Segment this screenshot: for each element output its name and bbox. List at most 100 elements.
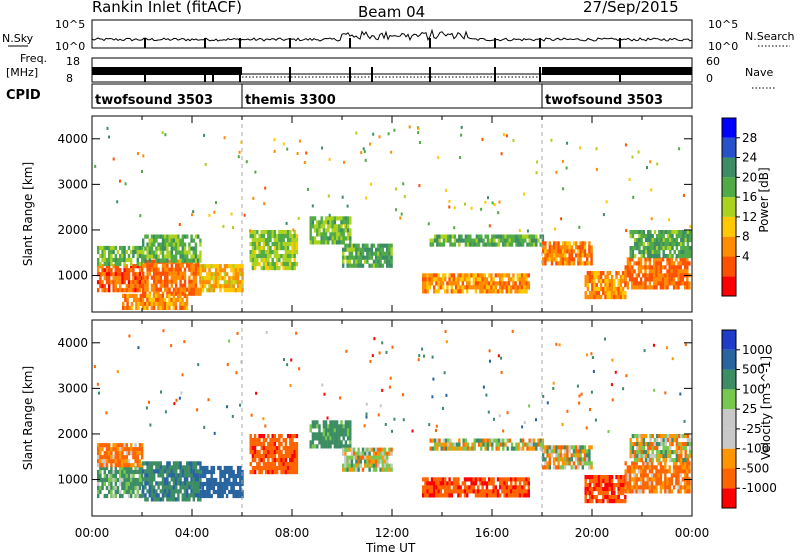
velocity-cell bbox=[610, 483, 614, 488]
velocity-sparse-cell bbox=[671, 357, 674, 361]
velocity-cell bbox=[144, 473, 147, 478]
velocity-cell bbox=[146, 477, 149, 482]
velocity-cell bbox=[671, 434, 674, 439]
power-y-tick-label: 4000 bbox=[57, 132, 88, 146]
velocity-cell bbox=[153, 489, 156, 494]
power-cell bbox=[199, 250, 202, 255]
velocity-cell bbox=[338, 424, 341, 429]
velocity-cell bbox=[134, 447, 137, 452]
power-cell bbox=[159, 279, 162, 284]
velocity-cell bbox=[164, 485, 167, 490]
power-cell bbox=[311, 224, 315, 229]
velocity-cell bbox=[282, 438, 285, 443]
power-cell bbox=[388, 259, 391, 264]
velocity-cell bbox=[591, 479, 594, 484]
power-cell bbox=[575, 245, 578, 250]
velocity-cell bbox=[655, 438, 659, 443]
power-cell bbox=[230, 280, 233, 285]
power-cell bbox=[437, 281, 440, 286]
velocity-sparse-cell bbox=[289, 384, 292, 387]
power-cell bbox=[170, 254, 173, 259]
velocity-cell bbox=[527, 485, 530, 490]
power-cell bbox=[666, 277, 669, 282]
power-cell bbox=[653, 261, 656, 266]
power-cell bbox=[273, 254, 277, 259]
velocity-cell bbox=[683, 465, 687, 470]
velocity-cell bbox=[353, 467, 356, 472]
power-cell bbox=[157, 297, 160, 302]
velocity-cell bbox=[460, 446, 463, 451]
velocity-cell bbox=[650, 473, 654, 478]
power-cell bbox=[644, 238, 648, 243]
velocity-cell bbox=[258, 434, 261, 439]
power-cell bbox=[177, 246, 180, 251]
velocity-cell bbox=[146, 473, 149, 478]
velocity-sparse-cell bbox=[207, 398, 210, 402]
power-cell bbox=[492, 285, 495, 290]
power-cell bbox=[642, 281, 645, 286]
velocity-cell bbox=[479, 493, 482, 498]
power-cell bbox=[119, 288, 122, 293]
power-cell bbox=[199, 258, 202, 263]
power-cell bbox=[134, 284, 137, 289]
velocity-cell bbox=[322, 440, 326, 445]
power-cell bbox=[442, 238, 446, 243]
velocity-cell bbox=[123, 455, 126, 460]
x-tick-label: 04:00 bbox=[175, 526, 210, 540]
power-cell bbox=[192, 250, 195, 255]
velocity-cell bbox=[608, 475, 612, 480]
velocity-cell bbox=[682, 442, 685, 447]
velocity-sparse-cell bbox=[500, 356, 503, 360]
power-cell bbox=[289, 254, 292, 259]
velocity-cell bbox=[559, 453, 562, 458]
velocity-cell bbox=[217, 485, 220, 491]
power-cell bbox=[650, 273, 654, 278]
velocity-cell bbox=[477, 493, 480, 498]
velocity-cell bbox=[590, 465, 593, 470]
velocity-sparse-cell bbox=[442, 406, 444, 410]
velocity-cell bbox=[108, 459, 111, 464]
power-cell bbox=[188, 283, 191, 288]
power-cell bbox=[593, 295, 596, 300]
power-cell bbox=[642, 234, 646, 239]
power-sparse-cell bbox=[555, 170, 558, 174]
velocity-cell bbox=[459, 493, 462, 498]
velocity-cell bbox=[381, 463, 384, 468]
power-cell bbox=[188, 291, 191, 296]
velocity-cell bbox=[486, 438, 490, 443]
velocity-cell bbox=[172, 473, 176, 478]
power-cell bbox=[291, 254, 294, 259]
velocity-cell bbox=[655, 446, 659, 451]
velocity-cell bbox=[617, 483, 620, 488]
velocity-cell bbox=[127, 447, 131, 452]
power-cell bbox=[197, 258, 200, 263]
power-cell bbox=[664, 281, 667, 286]
power-cell bbox=[214, 264, 218, 269]
velocity-cell bbox=[503, 493, 506, 498]
velocity-cell bbox=[289, 450, 292, 455]
velocity-cell bbox=[433, 446, 437, 451]
power-cell bbox=[475, 242, 479, 247]
velocity-sparse-cell bbox=[213, 431, 216, 435]
power-cell bbox=[681, 281, 685, 286]
velocity-cell bbox=[359, 459, 362, 464]
velocity-sparse-cell bbox=[591, 356, 594, 359]
velocity-cell bbox=[648, 461, 652, 466]
power-cell bbox=[295, 246, 299, 251]
power-cell bbox=[136, 257, 139, 263]
velocity-cell bbox=[217, 481, 220, 487]
power-cell bbox=[349, 236, 352, 241]
velocity-cell bbox=[258, 438, 261, 443]
velocity-cell bbox=[682, 434, 685, 439]
velocity-cell bbox=[223, 489, 227, 495]
velocity-cell bbox=[239, 465, 242, 471]
velocity-sparse-cell bbox=[96, 382, 99, 386]
power-sparse-cell bbox=[682, 193, 685, 197]
power-cell bbox=[177, 242, 180, 247]
velocity-cell bbox=[657, 481, 660, 486]
power-cell bbox=[499, 281, 502, 286]
velocity-cell bbox=[146, 465, 149, 470]
power-cell bbox=[324, 240, 328, 245]
velocity-sparse-cell bbox=[589, 408, 591, 411]
velocity-cell bbox=[284, 458, 288, 463]
